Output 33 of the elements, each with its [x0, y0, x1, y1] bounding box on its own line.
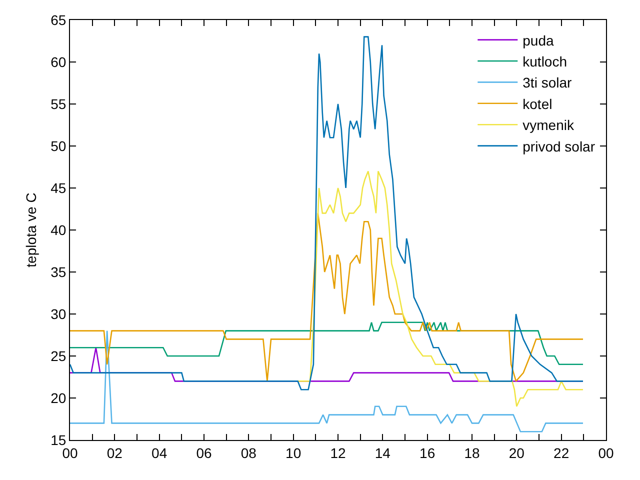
x-tick-label: 14 [374, 444, 391, 461]
x-tick-label: 10 [286, 444, 302, 461]
line-series [70, 212, 584, 382]
y-tick-label: 20 [50, 390, 66, 406]
y-tick-label: 50 [50, 138, 66, 154]
legend-label: kotel [522, 96, 552, 112]
y-tick-label: 30 [50, 306, 66, 322]
y-tick-label: 65 [50, 12, 66, 28]
y-tick-label: 35 [50, 264, 66, 280]
x-tick-label: 18 [464, 444, 480, 461]
x-tick-label: 02 [106, 444, 123, 461]
x-tick-label: 04 [152, 444, 168, 461]
y-tick-label: 25 [50, 348, 66, 364]
x-tick-label: 16 [420, 444, 436, 461]
line-series [70, 322, 584, 366]
y-axis-title: teplota ve C [23, 192, 40, 268]
line-series [70, 330, 584, 432]
y-tick-label: 60 [50, 54, 66, 70]
x-tick-label: 22 [554, 444, 570, 461]
legend-label: vymenik [522, 117, 575, 134]
legend-label: 3ti solar [522, 74, 572, 91]
x-tick-label: 00 [598, 444, 614, 461]
x-tick-label: 08 [240, 444, 257, 461]
y-tick-label: 55 [50, 96, 66, 112]
legend-label: puda [522, 32, 554, 48]
legend-label: privod solar [522, 138, 596, 154]
x-tick-label: 06 [196, 444, 212, 461]
line-series [297, 170, 584, 408]
x-tick-label: 20 [508, 444, 525, 461]
y-tick-label: 45 [50, 180, 66, 196]
x-tick-label: 12 [330, 444, 346, 461]
legend-label: kutloch [522, 53, 567, 70]
y-tick-label: 40 [50, 222, 66, 238]
